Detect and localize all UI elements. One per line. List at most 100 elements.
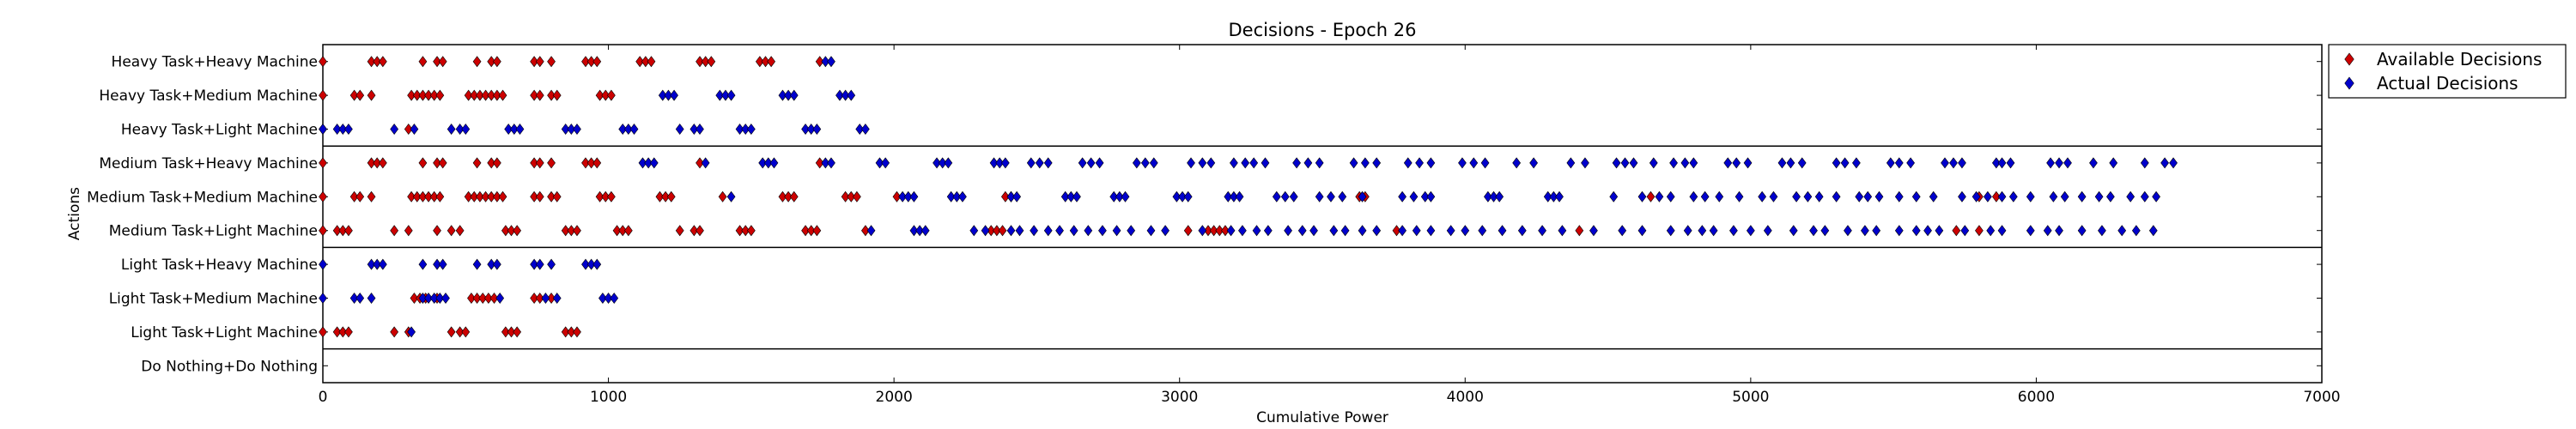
data-point [1206,157,1216,169]
data-point [649,157,659,169]
data-point [2063,157,2072,169]
data-point [433,258,441,270]
data-point [530,258,538,270]
data-point [1015,225,1024,237]
data-point [487,56,496,68]
data-point [447,326,456,338]
data-point [1149,157,1158,169]
data-point [547,258,556,270]
data-point [1204,225,1212,237]
data-point [561,124,570,135]
x-tick-label: 4000 [1447,389,1484,406]
data-point [513,326,522,338]
data-point [1997,157,2007,169]
data-point [623,225,633,237]
data-point [1026,157,1036,169]
data-point [1529,157,1538,169]
data-point [435,89,445,101]
data-point [1689,190,1698,202]
y-tick-label: Medium Task+Heavy Machine [99,155,318,172]
data-point [1172,190,1182,202]
data-point [761,56,770,68]
data-point [438,157,447,169]
data-point [690,225,699,237]
data-point [2077,225,2087,237]
data-point [604,293,613,304]
data-point [1006,225,1016,237]
data-point [552,89,562,101]
data-point [618,225,628,237]
data-point [1187,157,1195,169]
data-point [827,56,835,68]
data-point [881,157,890,169]
data-point [1609,190,1619,202]
data-point [455,225,465,237]
data-point [618,124,628,135]
data-point [1498,225,1507,237]
data-point [438,56,447,68]
data-point [541,293,550,304]
data-point [390,326,399,338]
data-point [607,89,616,101]
data-point [661,190,670,202]
data-point [1060,190,1070,202]
data-point [1043,157,1053,169]
data-point [2008,190,2018,202]
data-point [319,326,327,338]
data-point [2055,225,2063,237]
data-point [2140,157,2149,169]
data-point [495,293,505,304]
data-point [2046,157,2055,169]
data-point [1666,225,1675,237]
data-point [784,190,793,202]
data-point [472,293,482,304]
data-point [1280,190,1290,202]
data-point [1361,157,1370,169]
data-point [1478,225,1487,237]
data-point [504,124,513,135]
data-point [2060,190,2069,202]
data-point [1183,190,1193,202]
data-point [1178,190,1187,202]
data-point [1495,190,1504,202]
data-point [412,89,422,101]
data-point [319,157,327,169]
data-point [410,293,419,304]
data-point [2026,225,2035,237]
data-point [349,89,359,101]
data-point [1986,225,1996,237]
data-point [535,56,544,68]
data-point [319,89,327,101]
data-point [647,56,656,68]
data-point [664,89,673,101]
data-point [1732,157,1741,169]
data-point [726,89,736,101]
data-point [1327,190,1335,202]
data-point [447,225,456,237]
data-point [319,225,327,237]
data-point [1949,157,1958,169]
data-point [373,56,382,68]
data-point [484,293,493,304]
x-tick-label: 2000 [876,389,913,406]
legend-box [2328,44,2567,99]
data-point [573,225,581,237]
data-point [933,157,941,169]
data-point [1649,157,1658,169]
data-point [1409,190,1419,202]
data-point [1392,225,1401,237]
data-point [498,190,507,202]
data-point [1715,190,1724,202]
x-tick-label: 3000 [1161,389,1198,406]
data-point [476,190,484,202]
data-point [455,326,465,338]
data-point [1458,157,1467,169]
data-point [675,124,684,135]
data-point [987,225,996,237]
data-point [535,190,544,202]
data-point [1566,157,1576,169]
data-point [861,225,870,237]
data-point [909,225,919,237]
data-point [1241,157,1250,169]
data-point [1420,190,1430,202]
